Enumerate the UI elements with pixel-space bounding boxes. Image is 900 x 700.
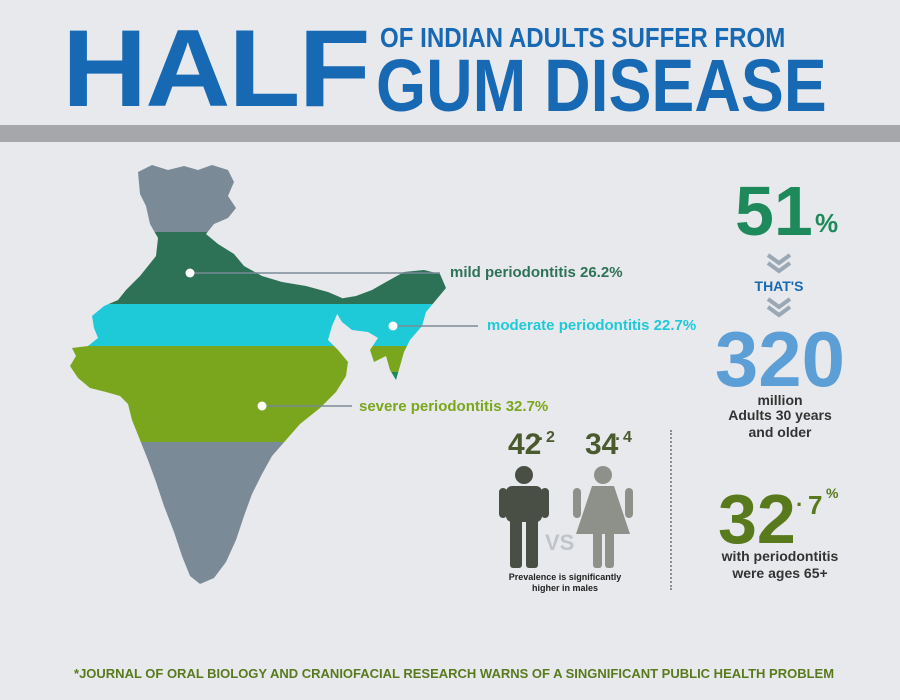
- female-figure-icon: [573, 466, 633, 568]
- gender-note-2: higher in males: [531, 583, 599, 593]
- male-figure-icon: [499, 466, 549, 568]
- percent-value: 51: [735, 172, 813, 250]
- chevron-down-icon: [766, 253, 792, 274]
- headline-half: HALF: [62, 7, 371, 131]
- elderly-percent: %: [826, 485, 839, 501]
- female-value: 34: [585, 428, 619, 461]
- moderate-label: moderate periodontitis 22.7%: [487, 317, 697, 334]
- footer-text: JOURNAL OF ORAL BIOLOGY AND CRANIOFACIAL…: [79, 666, 835, 681]
- elderly-decimal: 7: [808, 490, 823, 520]
- footer-asterisk: *: [74, 666, 80, 681]
- gender-note-1: Prevalence is significantly: [508, 572, 622, 582]
- female-decimal: 4: [623, 429, 632, 446]
- female-dot: ·: [615, 429, 621, 449]
- percent-sign: %: [815, 208, 839, 238]
- count-desc-1: Adults 30 years: [728, 407, 832, 423]
- mild-label: mild periodontitis 26.2%: [450, 264, 623, 281]
- chevron-down-icon-2: [766, 297, 792, 318]
- elderly-value: 32: [718, 480, 796, 558]
- headline-subtitle: OF INDIAN ADULTS SUFFER FROM: [380, 22, 786, 53]
- count-desc-2: and older: [748, 424, 812, 440]
- elderly-desc-1: with periodontitis: [721, 548, 839, 564]
- severe-label: severe periodontitis 32.7%: [359, 398, 549, 415]
- count-unit: million: [757, 392, 803, 408]
- thats-label: THAT'S: [754, 278, 804, 294]
- headline-gum-disease: GUM DISEASE: [376, 44, 827, 127]
- elderly-dot: ·: [796, 492, 804, 517]
- male-value: 42: [508, 428, 542, 461]
- divider-bar: [0, 125, 900, 142]
- elderly-desc-2: were ages 65+: [732, 565, 828, 581]
- vs-label: VS: [545, 530, 575, 555]
- male-dot: ·: [538, 429, 544, 449]
- footer-note: *JOURNAL OF ORAL BIOLOGY AND CRANIOFACIA…: [74, 666, 834, 681]
- count-value: 320: [714, 315, 846, 403]
- dotted-divider: [670, 430, 672, 590]
- male-decimal: 2: [546, 429, 555, 446]
